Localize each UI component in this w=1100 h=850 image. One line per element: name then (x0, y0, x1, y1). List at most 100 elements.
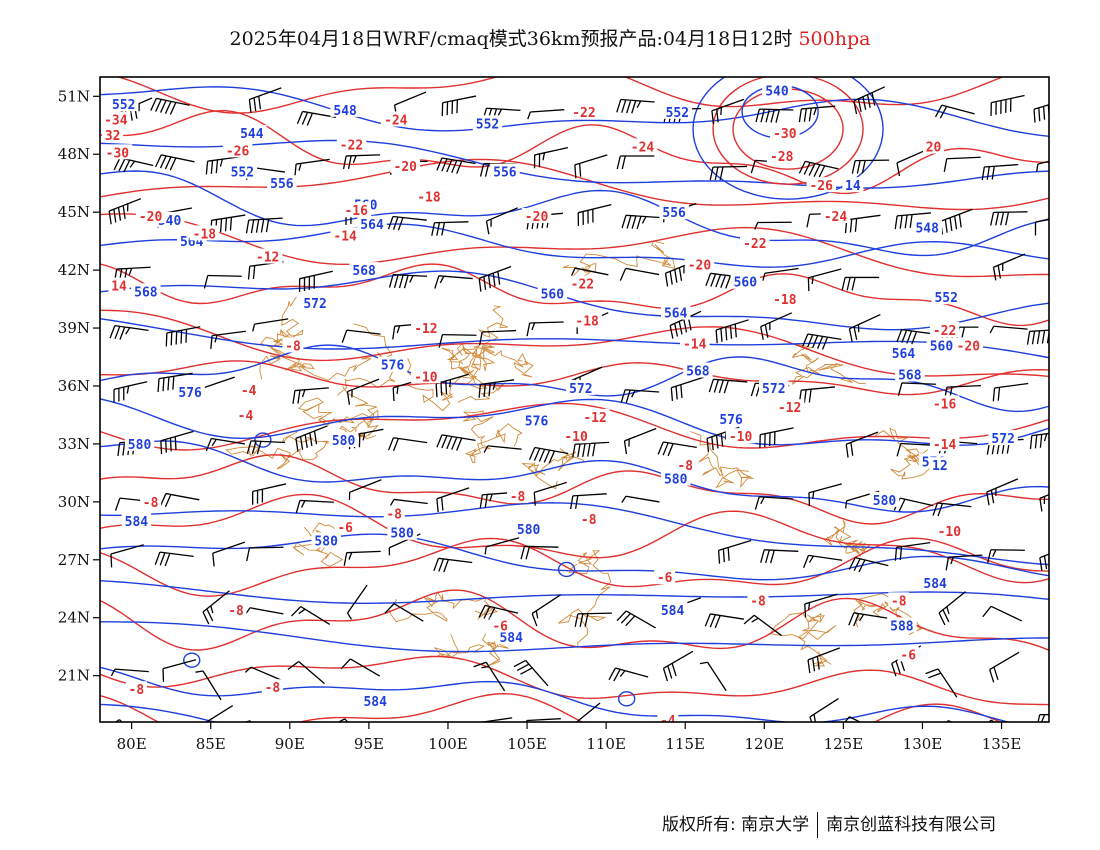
temperature-contour-label-bg (222, 142, 253, 158)
height-contour-label: 552 (934, 291, 957, 306)
wind-barb (572, 441, 610, 458)
temperature-contour-label-bg (627, 138, 658, 154)
temperature-contour-label: -20 (394, 160, 418, 175)
temperature-contour-label: -10 (414, 370, 438, 385)
wind-barb (435, 373, 469, 398)
temperature-contour-label: -24 (384, 113, 408, 128)
height-contour-label: 564 (892, 347, 916, 362)
wind-barb (853, 86, 886, 115)
height-contour-label-bg (490, 163, 520, 179)
temperature-contour (100, 537, 1049, 597)
temperature-contour-label: 32 (105, 129, 121, 144)
wind-barb (436, 487, 470, 513)
wind-barb (513, 659, 549, 687)
temperature-contour-label: -4 (238, 409, 254, 424)
wind-barb (113, 157, 154, 173)
wind-barb (807, 268, 842, 292)
wind-barb (150, 97, 190, 115)
boundary-line (433, 633, 509, 667)
wind-barb (896, 442, 935, 457)
lat-tick-label: 33N (58, 435, 90, 453)
temperature-contour-label: -20 (139, 210, 163, 225)
wind-barb (441, 95, 477, 117)
height-contour-label-bg (912, 219, 942, 235)
temperature-contour-label: -22 (572, 106, 595, 121)
boundary-line (259, 296, 304, 380)
wind-barb (295, 425, 328, 452)
wind-barb (387, 215, 427, 231)
wind-barb (346, 584, 368, 620)
height-contour-label-bg (131, 283, 161, 299)
temperature-contour-label: -14 (683, 337, 707, 352)
boundary-line (874, 427, 931, 480)
temperature-contour-label: -28 (770, 150, 794, 165)
wind-barb (987, 549, 1025, 563)
wind-barb (845, 431, 879, 458)
boundary-line (225, 430, 328, 470)
wind-barb (989, 651, 1020, 683)
height-contour-label: 584 (499, 631, 523, 646)
height-contour-label: 588 (890, 619, 914, 634)
wind-barb (388, 274, 428, 289)
height-contour-label: 552 (476, 117, 499, 132)
temperature-contour-label-bg (674, 457, 696, 473)
height-contour (100, 86, 1049, 137)
copyright-footer: 版权所有: 南京大学 南京创蓝科技有限公司 (662, 810, 996, 838)
wind-barb (940, 208, 973, 235)
height-contour-label: 584 (363, 695, 387, 710)
wind-barb (346, 378, 380, 405)
height-contour-label-bg (988, 430, 1018, 446)
temperature-contour-label-bg (282, 337, 304, 353)
height-contour-label-bg (659, 204, 689, 220)
temperature-contour-label: -12 (256, 251, 279, 266)
wind-barb (894, 541, 931, 561)
temperature-contour-label-bg (261, 679, 283, 695)
wind-barb (802, 333, 842, 350)
temperature-contour (115, 77, 1005, 114)
small-closed-contour (183, 652, 201, 668)
temperature-contour-label-bg (806, 177, 836, 193)
wind-barb (990, 94, 1025, 116)
height-contour (100, 440, 1049, 513)
wind-barb (438, 333, 477, 348)
wind-barb (251, 483, 287, 505)
temperature-contour-label-bg (334, 518, 356, 534)
height-contour-label: 576 (525, 415, 549, 430)
height-contour (100, 270, 1049, 331)
wind-barb (616, 155, 655, 170)
wind-barb (348, 479, 382, 500)
height-contour (100, 170, 1049, 257)
wind-barb (1033, 104, 1049, 123)
lon-tick-label: 110E (586, 735, 626, 753)
boundary-line (521, 448, 585, 490)
wind-barb (252, 318, 289, 332)
temperature-contour-label-bg (580, 408, 610, 424)
height-contour-label-bg (328, 432, 359, 448)
wind-barb (478, 604, 519, 620)
boundary-line (462, 410, 523, 464)
footer-company: 南京创蓝科技有限公司 (826, 815, 997, 835)
lat-tick-label: 27N (58, 551, 90, 569)
temperature-contour-label-bg (108, 277, 130, 293)
temperature-contour-label: -8 (750, 594, 766, 609)
wind-barb (287, 661, 325, 685)
wind-barb (212, 541, 246, 567)
wind-barb (743, 614, 782, 637)
height-contour-label-bg (929, 457, 951, 473)
temperature-contour-label: -8 (891, 594, 907, 609)
height-contour-label-bg (387, 524, 417, 540)
temperature-contour (100, 109, 1049, 195)
lon-tick-label: 130E (903, 735, 943, 753)
height-contour-label: 548 (333, 104, 357, 119)
temperature-contour-label-bg (929, 395, 960, 411)
lat-tick-label: 51N (58, 87, 90, 105)
temperature-contour-label-bg (330, 227, 360, 243)
closed-low-contour (692, 77, 884, 200)
temperature-contour-label: -24 (631, 141, 655, 156)
lon-tick-label: 125E (824, 735, 864, 753)
height-contour-label-bg (660, 470, 691, 486)
temperature-contour-label-bg (740, 235, 770, 251)
height-contour-label: 564 (360, 218, 384, 233)
temperature-contour-label: -12 (583, 411, 606, 426)
axis-layer: 80E 85E 90E 95E 100E 105E 110E 115E 120E 125E 130E… (58, 87, 1022, 753)
